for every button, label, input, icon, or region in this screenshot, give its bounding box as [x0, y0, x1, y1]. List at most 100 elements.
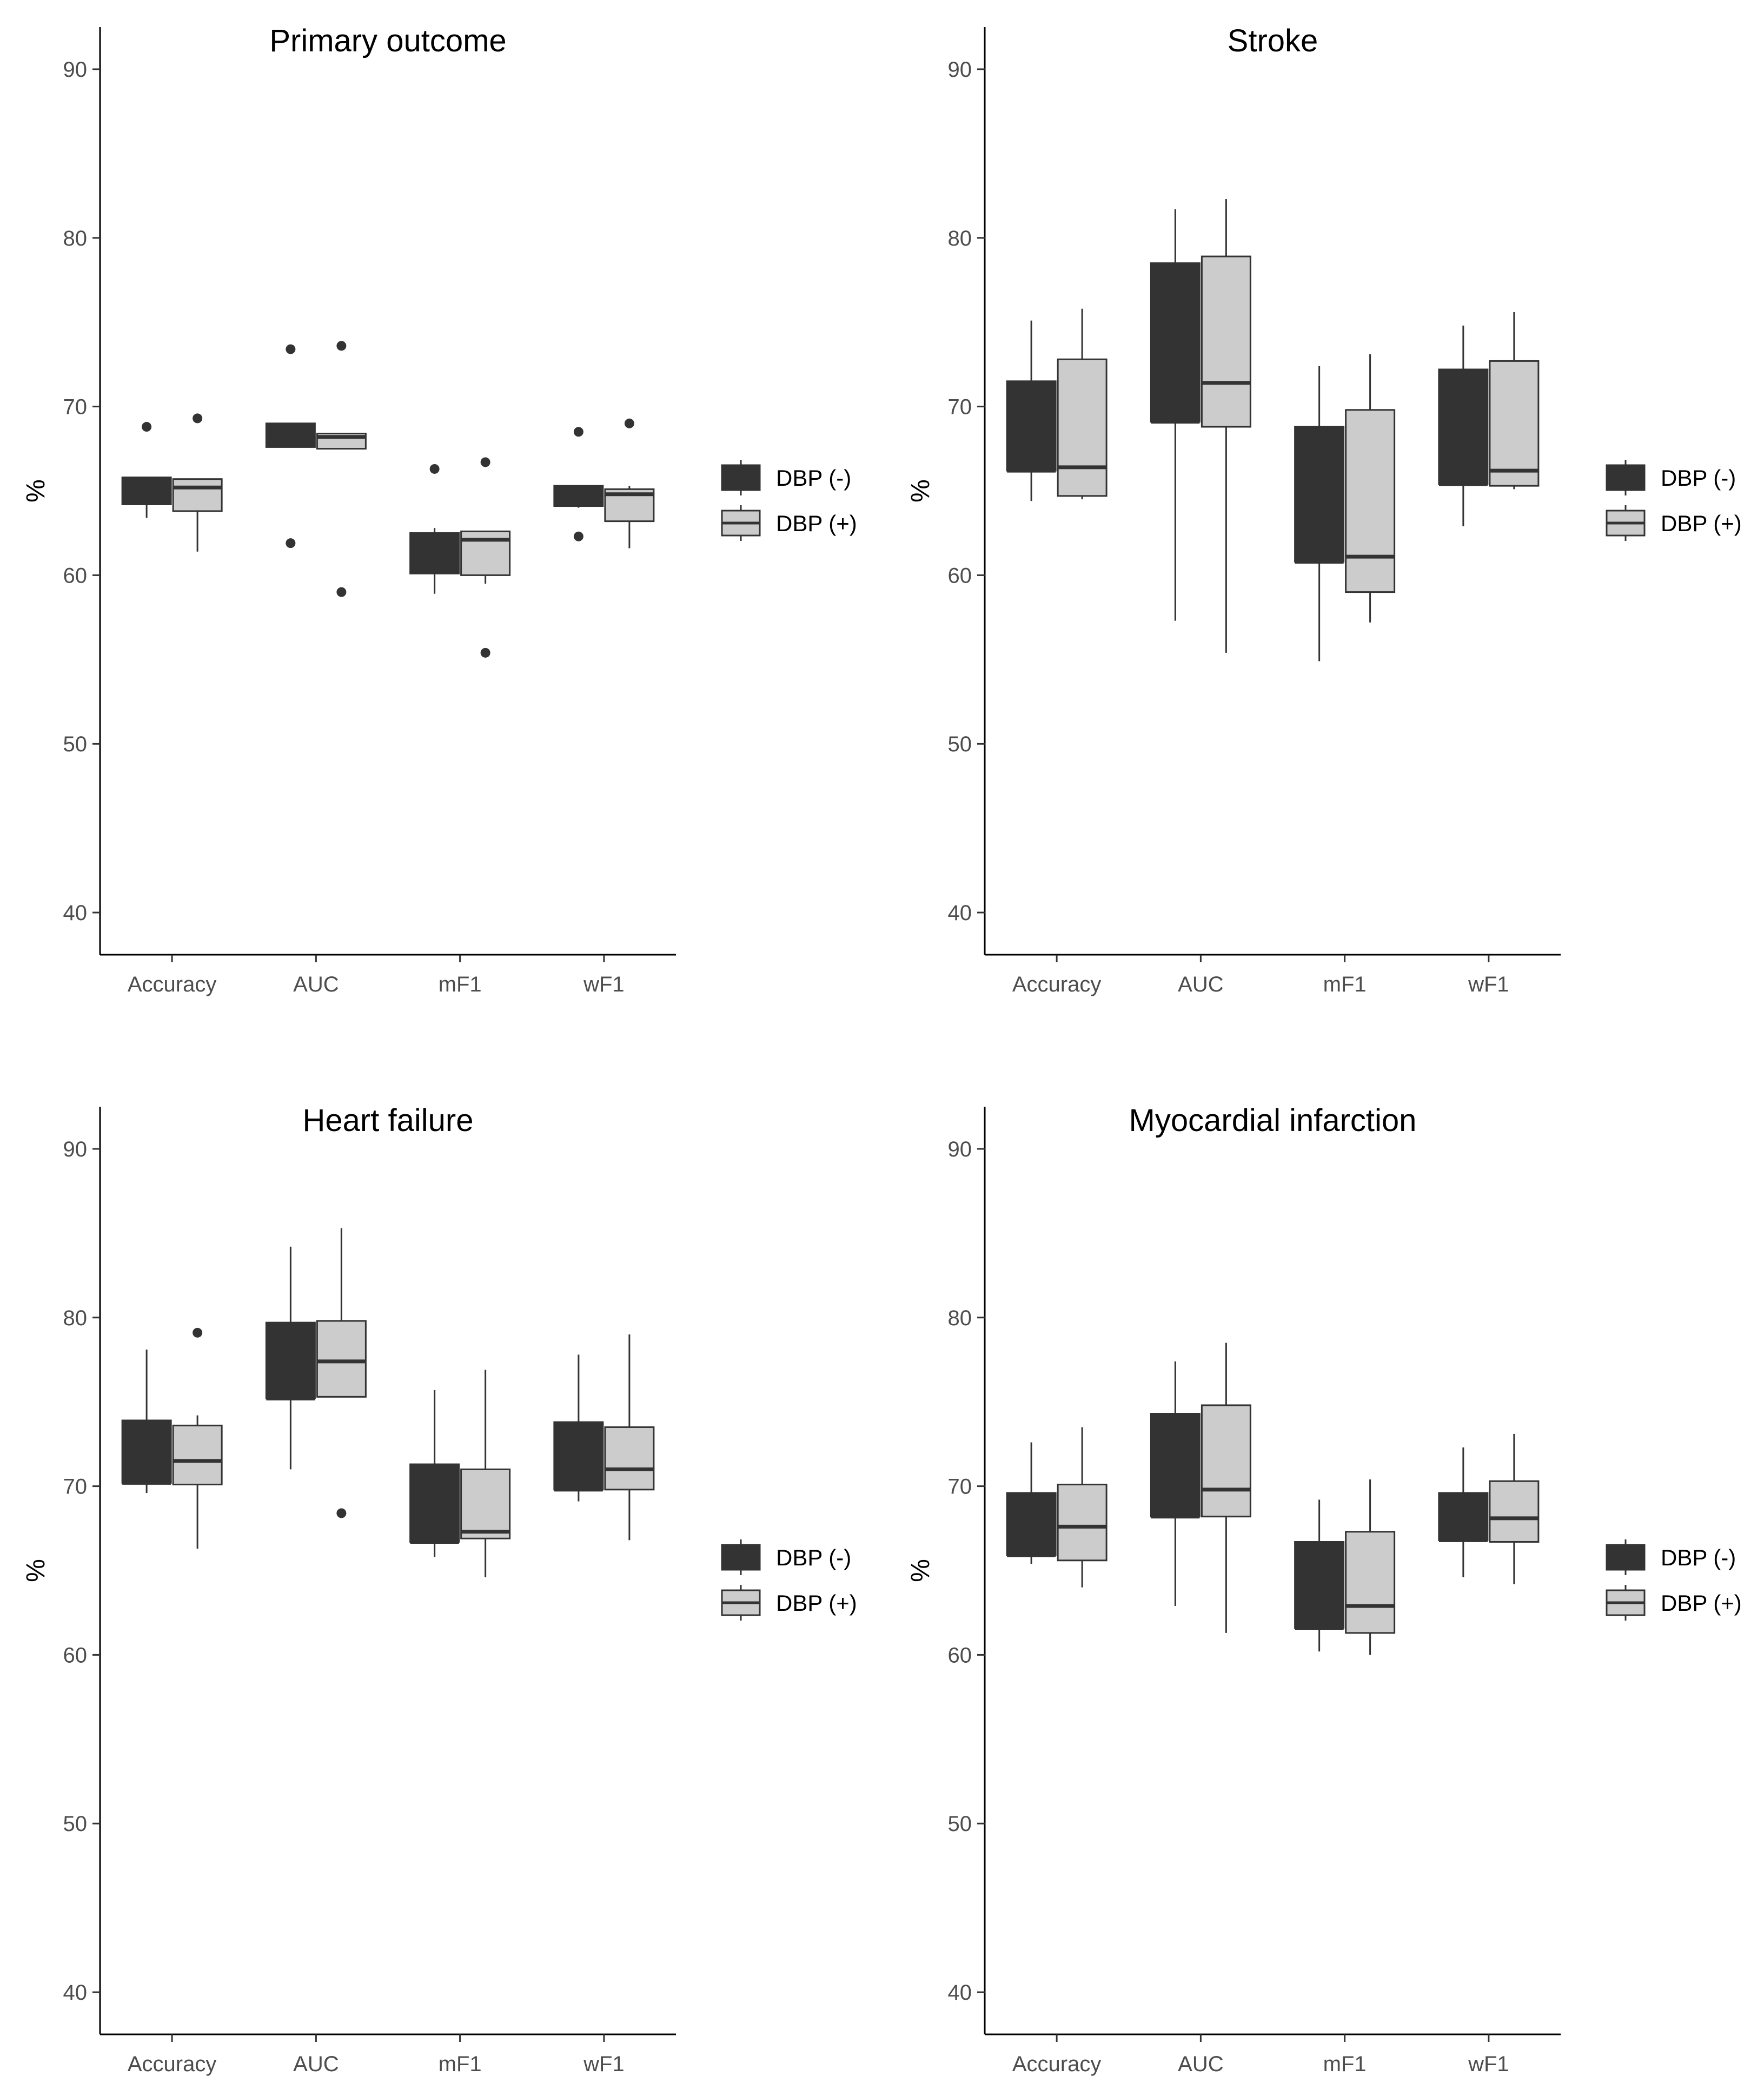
box-dbp-pos-wf1 — [604, 418, 655, 548]
box-iqr — [172, 478, 223, 512]
x-tick-label: AUC — [293, 973, 339, 996]
y-tick-label: 80 — [948, 1306, 972, 1330]
box-dbp-neg-wf1 — [1438, 325, 1489, 526]
legend-label: DBP (-) — [1661, 1545, 1736, 1570]
box-iqr — [1294, 426, 1345, 563]
box-iqr — [553, 1421, 604, 1491]
legend-label: DBP (-) — [776, 1545, 851, 1570]
legend-label: DBP (-) — [1661, 465, 1736, 491]
box-iqr — [1438, 368, 1489, 485]
legend-label: DBP (+) — [776, 1590, 857, 1616]
x-tick-label: mF1 — [439, 973, 482, 996]
box-dbp-pos-accuracy — [1057, 1427, 1108, 1588]
box-dbp-pos-mf1 — [1345, 1479, 1396, 1655]
box-dbp-neg-wf1 — [553, 1354, 604, 1502]
outlier-point — [193, 1327, 203, 1338]
box-dbp-pos-wf1 — [1489, 1433, 1540, 1584]
box-dbp-pos-wf1 — [1489, 312, 1540, 490]
chart-title: Heart failure — [303, 1103, 474, 1138]
box-dbp-neg-wf1 — [1438, 1447, 1489, 1577]
outlier-point — [480, 647, 490, 658]
box-iqr — [1006, 1492, 1057, 1556]
box-iqr — [172, 1424, 223, 1485]
x-tick-label: wF1 — [583, 2052, 625, 2076]
outlier-point — [336, 1508, 347, 1518]
box-iqr — [1057, 1483, 1108, 1562]
y-tick-label: 50 — [63, 1812, 88, 1836]
y-tick-label: 90 — [948, 1138, 972, 1161]
box-iqr — [121, 1419, 172, 1484]
box-iqr — [1294, 1541, 1345, 1629]
panel-heart-failure: Heart failure 40 50 60 70 80 90% Accuracy AUC mF1… — [22, 1103, 857, 2076]
box-dbp-neg-accuracy — [1006, 320, 1057, 501]
y-tick-label: 90 — [948, 58, 972, 82]
box-dbp-pos-accuracy — [172, 413, 223, 552]
y-axis-label: % — [22, 1559, 50, 1582]
y-tick-label: 70 — [948, 395, 972, 419]
box-iqr — [1345, 1531, 1396, 1634]
box-iqr — [1006, 380, 1057, 472]
x-tick-label: AUC — [293, 2052, 339, 2076]
box-iqr — [1201, 1404, 1251, 1518]
box-dbp-neg-mf1 — [1294, 1499, 1345, 1652]
box-dbp-neg-wf1 — [553, 427, 604, 541]
box-iqr — [265, 1321, 316, 1399]
box-dbp-neg-auc — [1150, 1361, 1201, 1606]
box-dbp-pos-auc — [1201, 1343, 1251, 1633]
chart-title: Stroke — [1228, 23, 1318, 58]
legend-item-dbp-neg: DBP (-) — [1606, 460, 1736, 495]
x-tick-label: Accuracy — [128, 973, 217, 996]
y-tick-label: 40 — [948, 901, 972, 925]
box-dbp-pos-auc — [316, 1228, 367, 1518]
box-iqr — [409, 1463, 460, 1543]
chart-title: Primary outcome — [269, 23, 506, 58]
x-tick-label: mF1 — [1323, 973, 1367, 996]
box-iqr — [1201, 255, 1251, 428]
panel-myocardial-infarction: Myocardial infarction 40 50 60 70 80 90% Accura… — [906, 1103, 1742, 2076]
box-dbp-pos-accuracy — [1057, 308, 1108, 500]
y-tick-label: 90 — [63, 58, 88, 82]
y-tick-label: 40 — [63, 1981, 88, 2005]
box-dbp-neg-mf1 — [409, 1390, 460, 1557]
x-tick-label: Accuracy — [128, 2052, 217, 2076]
legend-item-dbp-pos: DBP (+) — [721, 505, 857, 541]
box-dbp-pos-wf1 — [604, 1334, 655, 1541]
legend-label: DBP (+) — [776, 511, 857, 536]
y-tick-label: 60 — [63, 564, 88, 587]
outlier-point — [336, 587, 347, 597]
y-tick-label: 50 — [948, 1812, 972, 1836]
legend-label: DBP (+) — [1661, 1590, 1742, 1616]
box-dbp-pos-auc — [316, 341, 367, 597]
box-dbp-pos-mf1 — [1345, 354, 1396, 623]
y-tick-label: 70 — [63, 1475, 88, 1499]
y-tick-label: 80 — [63, 227, 88, 250]
x-tick-label: Accuracy — [1012, 973, 1102, 996]
box-dbp-neg-auc — [1150, 209, 1201, 621]
y-tick-label: 70 — [948, 1475, 972, 1499]
box-dbp-neg-accuracy — [121, 422, 172, 518]
y-tick-label: 60 — [63, 1643, 88, 1667]
chart-title: Myocardial infarction — [1129, 1103, 1417, 1138]
box-dbp-neg-mf1 — [409, 464, 460, 594]
x-tick-label: mF1 — [1323, 2052, 1367, 2076]
box-iqr — [1150, 1413, 1201, 1518]
outlier-point — [573, 427, 583, 437]
x-tick-label: AUC — [1178, 2052, 1223, 2076]
outlier-point — [624, 418, 634, 428]
legend-item-dbp-neg: DBP (-) — [1606, 1539, 1736, 1575]
x-tick-label: Accuracy — [1012, 2052, 1102, 2076]
y-tick-label: 60 — [948, 1643, 972, 1667]
box-iqr — [316, 1320, 367, 1398]
box-iqr — [1438, 1492, 1489, 1541]
legend-item-dbp-pos: DBP (+) — [1606, 505, 1742, 541]
box-dbp-pos-accuracy — [172, 1327, 223, 1549]
x-tick-label: AUC — [1178, 973, 1223, 996]
box-iqr — [1057, 358, 1108, 497]
legend-item-dbp-neg: DBP (-) — [721, 460, 851, 495]
outlier-point — [286, 538, 296, 548]
box-dbp-neg-accuracy — [121, 1350, 172, 1493]
outlier-point — [336, 341, 347, 351]
box-dbp-pos-mf1 — [460, 1370, 511, 1577]
y-axis-label: % — [22, 479, 50, 503]
